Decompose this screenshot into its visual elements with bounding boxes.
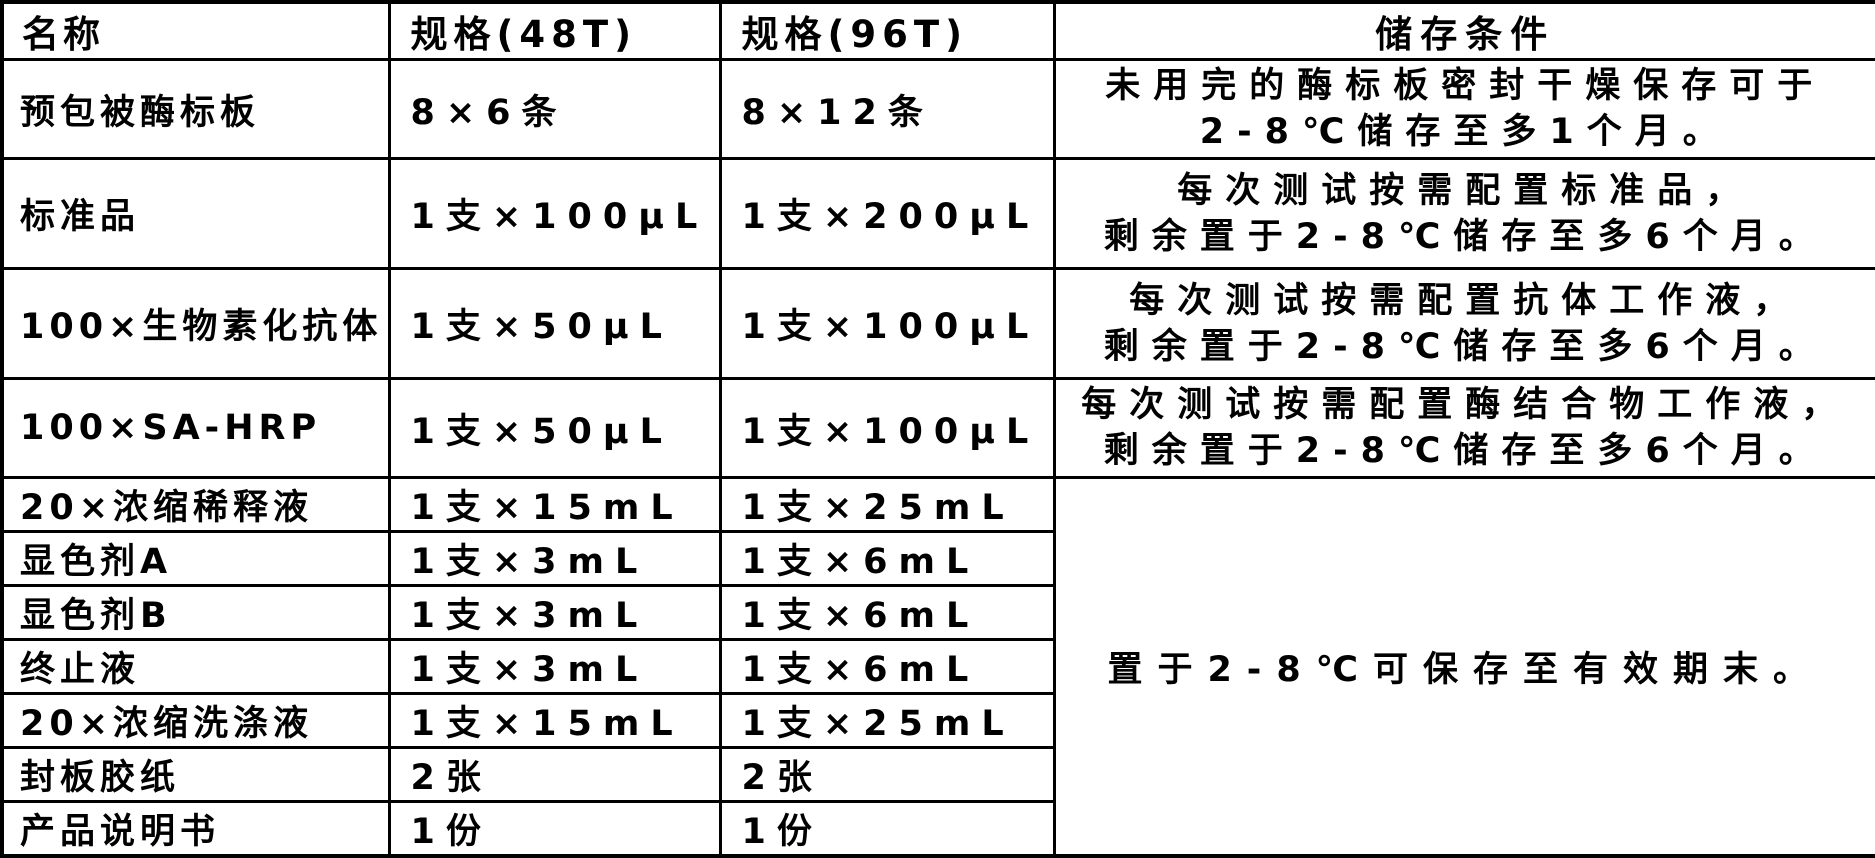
spec-96t: 1支×6mL (718, 530, 1056, 587)
spec-96t: 8×12条 (718, 58, 1056, 160)
spec-48t: 1支×15mL (387, 476, 722, 533)
component-name: 显色剂A (0, 530, 391, 587)
component-name: 产品说明书 (0, 800, 391, 858)
table-row: 100×生物素化抗体 1支×50μL 1支×100μL 每次测试按需配置抗体工作… (0, 267, 1875, 380)
header-row: 名称 规格(48T) 规格(96T) 储存条件 (0, 0, 1875, 61)
spec-96t: 1支×200μL (718, 157, 1056, 270)
header-spec96: 规格(96T) (718, 0, 1056, 61)
table-row: 预包被酶标板 8×6条 8×12条 未用完的酶标板密封干燥保存可于 2-8℃储存… (0, 58, 1875, 160)
spec-48t: 1支×100μL (387, 157, 722, 270)
spec-96t: 1支×25mL (718, 476, 1056, 533)
spec-48t: 1支×3mL (387, 584, 722, 641)
spec-48t: 1支×50μL (387, 377, 722, 479)
table-row: 标准品 1支×100μL 1支×200μL 每次测试按需配置标准品， 剩余置于2… (0, 157, 1875, 270)
spec-96t: 1份 (718, 800, 1056, 858)
component-name: 终止液 (0, 638, 391, 695)
spec-96t: 2张 (718, 746, 1056, 803)
storage-line: 剩余置于2-8℃储存至多6个月。 (1103, 216, 1827, 257)
header-spec48: 规格(48T) (387, 0, 722, 61)
spec-96t: 1支×100μL (718, 267, 1056, 380)
component-name: 100×SA-HRP (0, 377, 391, 479)
storage-condition: 每次测试按需配置抗体工作液， 剩余置于2-8℃储存至多6个月。 (1052, 267, 1875, 380)
storage-condition: 每次测试按需配置酶结合物工作液， 剩余置于2-8℃储存至多6个月。 (1052, 377, 1875, 479)
storage-condition: 每次测试按需配置标准品， 剩余置于2-8℃储存至多6个月。 (1052, 157, 1875, 270)
storage-condition-merged: 置于2-8℃可保存至有效期末。 (1052, 476, 1875, 858)
header-name: 名称 (0, 0, 391, 61)
spec-48t: 1支×3mL (387, 530, 722, 587)
table-row: 显色剂B 1支×3mL 1支×6mL (0, 584, 1875, 641)
component-name: 标准品 (0, 157, 391, 270)
storage-line: 剩余置于2-8℃储存至多6个月。 (1103, 326, 1827, 367)
spec-48t: 1支×15mL (387, 692, 722, 749)
storage-line: 剩余置于2-8℃储存至多6个月。 (1103, 431, 1827, 471)
storage-line: 未用完的酶标板密封干燥保存可于 (1105, 66, 1826, 106)
table-row: 100×SA-HRP 1支×50μL 1支×100μL 每次测试按需配置酶结合物… (0, 377, 1875, 479)
spec-96t: 1支×25mL (718, 692, 1056, 749)
component-name: 100×生物素化抗体 (0, 267, 391, 380)
spec-96t: 1支×6mL (718, 584, 1056, 641)
component-name: 20×浓缩稀释液 (0, 476, 391, 533)
header-storage: 储存条件 (1052, 0, 1875, 61)
spec-48t: 1支×50μL (387, 267, 722, 380)
spec-48t: 1支×3mL (387, 638, 722, 695)
spec-96t: 1支×6mL (718, 638, 1056, 695)
storage-line: 每次测试按需配置酶结合物工作液， (1081, 385, 1850, 425)
spec-48t: 1份 (387, 800, 722, 858)
component-name: 20×浓缩洗涤液 (0, 692, 391, 749)
spec-48t: 8×6条 (387, 58, 722, 160)
spec-96t: 1支×100μL (718, 377, 1056, 479)
component-name: 封板胶纸 (0, 746, 391, 803)
spec-48t: 2张 (387, 746, 722, 803)
table-row: 20×浓缩稀释液 1支×15mL 1支×25mL 置于2-8℃可保存至有效期末。 (0, 476, 1875, 858)
storage-condition: 未用完的酶标板密封干燥保存可于 2-8℃储存至多1个月。 (1052, 58, 1875, 160)
component-name: 显色剂B (0, 584, 391, 641)
table-row: 20×浓缩洗涤液 1支×15mL 1支×25mL (0, 692, 1875, 749)
component-name: 预包被酶标板 (0, 58, 391, 160)
table-row: 终止液 1支×3mL 1支×6mL (0, 638, 1875, 695)
storage-line: 每次测试按需配置标准品， (1177, 170, 1754, 211)
table-row: 显色剂A 1支×3mL 1支×6mL (0, 530, 1875, 587)
storage-line: 2-8℃储存至多1个月。 (1199, 112, 1731, 152)
storage-line: 每次测试按需配置抗体工作液， (1129, 280, 1802, 321)
